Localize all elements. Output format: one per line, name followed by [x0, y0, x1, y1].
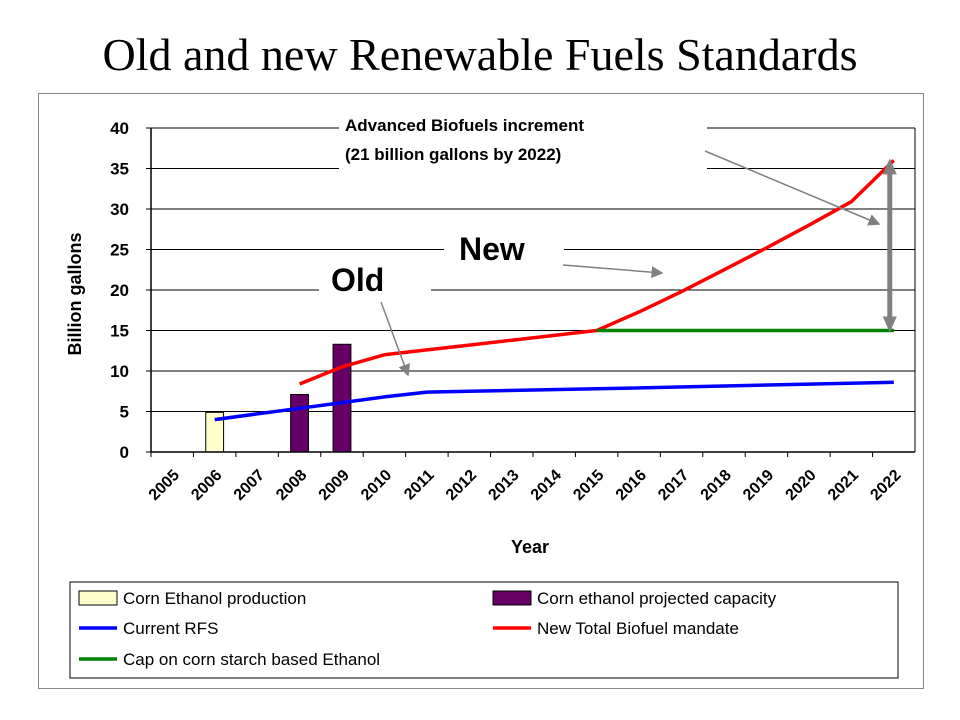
x-tick-label-2008: 2008 — [273, 467, 310, 504]
annotation-increment-line2: (21 billion gallons by 2022) — [345, 145, 561, 164]
increment-arrow — [882, 158, 897, 333]
increment-arrow-head-top — [882, 158, 897, 175]
x-tick-label-2009: 2009 — [316, 467, 353, 504]
chart-frame: 0 5 10 15 20 25 30 35 40 2005 2006 2007 2008 2009 201… — [38, 93, 924, 689]
legend-label-corn-ethanol-capacity: Corn ethanol projected capacity — [537, 589, 777, 608]
y-tick-label-20: 20 — [110, 281, 129, 300]
y-axis-label: Billion gallons — [65, 232, 85, 355]
x-tick-label-2016: 2016 — [613, 467, 650, 504]
bar-corn-ethanol-projected-capacity-2008 — [290, 393, 309, 453]
bar-corn-ethanol-projected-capacity-2009 — [332, 343, 352, 453]
bars — [205, 343, 352, 453]
x-tick-label-2017: 2017 — [655, 467, 692, 504]
legend-swatch-corn-ethanol-production — [78, 590, 118, 606]
line-current-rfs — [214, 380, 894, 422]
legend-label-current-rfs: Current RFS — [123, 619, 218, 638]
x-tick-label-2012: 2012 — [443, 467, 480, 504]
increment-arrow-head-bottom — [882, 316, 897, 333]
x-tick-label-2013: 2013 — [485, 467, 522, 504]
x-tick-label-2021: 2021 — [825, 467, 862, 504]
legend-box — [69, 581, 899, 679]
y-tick-label-30: 30 — [110, 200, 129, 219]
legend-swatch-corn-ethanol-capacity — [492, 590, 532, 606]
y-tick-label-40: 40 — [110, 119, 129, 138]
y-tick-label-10: 10 — [110, 362, 129, 381]
annotation-increment-pointer — [704, 150, 881, 226]
legend: Corn Ethanol production Corn ethanol pro… — [69, 581, 899, 679]
legend-label-cap-corn-starch: Cap on corn starch based Ethanol — [123, 650, 380, 669]
y-tick-label-25: 25 — [110, 241, 129, 260]
x-tick-label-2018: 2018 — [698, 467, 735, 504]
annotation-new-bg — [444, 228, 564, 268]
x-axis-label: Year — [511, 537, 549, 557]
annotation-old: Old — [331, 262, 384, 298]
y-tick-label-35: 35 — [110, 160, 129, 179]
x-tick-label-2005: 2005 — [146, 467, 183, 504]
x-tick-label-2010: 2010 — [358, 467, 395, 504]
x-tick-label-2011: 2011 — [401, 467, 438, 504]
annotation-increment-line1: Advanced Biofuels increment — [345, 116, 584, 135]
legend-label-new-total-biofuel: New Total Biofuel mandate — [537, 619, 739, 638]
series-lines — [214, 159, 896, 422]
annotation-new: New — [459, 231, 525, 267]
annotation-increment-bg — [339, 112, 707, 172]
x-tick-label-2019: 2019 — [740, 467, 777, 504]
y-tick-labels: 0 5 10 15 20 25 30 35 40 — [110, 119, 151, 462]
x-tick-label-2020: 2020 — [783, 467, 820, 504]
x-tick-label-2006: 2006 — [188, 467, 225, 504]
y-tick-label-5: 5 — [120, 403, 129, 422]
y-tick-label-15: 15 — [110, 322, 129, 341]
annotation-old-bg — [319, 254, 431, 296]
annotation-new-pointer — [562, 264, 664, 279]
x-tick-label-2014: 2014 — [528, 467, 565, 504]
annotation-old-pointer — [380, 301, 410, 377]
legend-label-corn-ethanol-production: Corn Ethanol production — [123, 589, 306, 608]
y-tick-label-0: 0 — [120, 443, 129, 462]
slide-title: Old and new Renewable Fuels Standards — [102, 29, 858, 80]
x-tick-labels: 2005 2006 2007 2008 2009 2010 2011 2012 2013 2014… — [146, 452, 905, 504]
x-tick-label-2007: 2007 — [231, 467, 268, 504]
x-tick-label-2015: 2015 — [570, 467, 607, 504]
x-tick-label-2022: 2022 — [867, 467, 904, 504]
